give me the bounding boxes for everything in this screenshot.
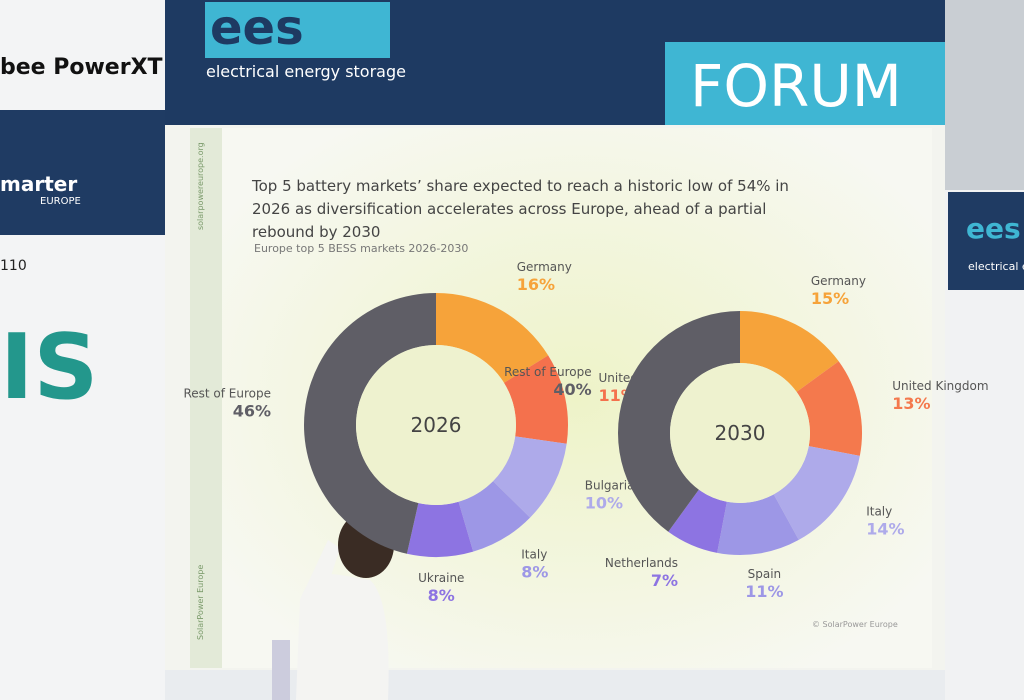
slide-sidebar bbox=[190, 128, 222, 668]
glass bbox=[272, 640, 290, 700]
donut-slice bbox=[406, 501, 474, 557]
center-label: 2026 bbox=[411, 413, 462, 437]
donut-slice bbox=[717, 494, 799, 555]
donut-slice bbox=[458, 481, 531, 552]
side-logo: ees bbox=[966, 212, 1021, 245]
slice-label: United Kingdom bbox=[892, 379, 988, 393]
donut-slice bbox=[773, 446, 860, 540]
booth-number: 110 bbox=[0, 258, 27, 274]
slice-value: 46% bbox=[233, 402, 271, 421]
slice-value: 10% bbox=[585, 494, 623, 513]
slice-value: 14% bbox=[866, 520, 904, 539]
slice-value: 11% bbox=[745, 582, 783, 601]
logo: ees bbox=[210, 0, 304, 56]
booth-brand-sub: EUROPE bbox=[40, 196, 81, 207]
person-arm bbox=[300, 540, 340, 610]
slice-label: Rest of Europe bbox=[183, 387, 271, 401]
donut-slice bbox=[503, 355, 569, 444]
credit: © SolarPower Europe bbox=[812, 620, 898, 629]
side-tagline: electrical ener bbox=[968, 260, 1024, 273]
slice-label: Germany bbox=[811, 274, 866, 288]
slice-label: Italy bbox=[521, 547, 547, 561]
slice-label: Bulgaria bbox=[585, 479, 635, 493]
slice-value: 16% bbox=[517, 275, 555, 294]
donut-hole bbox=[670, 363, 810, 503]
donut-slice bbox=[668, 489, 727, 553]
slice-label: Germany bbox=[517, 260, 572, 274]
donut-slice bbox=[493, 436, 567, 518]
tagline: electrical energy storage bbox=[206, 62, 406, 81]
slice-label: Spain bbox=[748, 567, 782, 581]
slice-value: 15% bbox=[811, 289, 849, 308]
slide-title: Top 5 battery markets’ share expected to… bbox=[252, 177, 789, 241]
slide-subtitle: Europe top 5 BESS markets 2026-2030 bbox=[254, 242, 469, 255]
right-panel bbox=[948, 192, 1024, 290]
forum: FORUM bbox=[690, 52, 902, 120]
logo-box bbox=[205, 2, 390, 58]
booth-brand: bee PowerXT bbox=[0, 55, 163, 80]
ceiling bbox=[945, 0, 1024, 190]
slice-label: Italy bbox=[866, 505, 892, 519]
forum-box bbox=[665, 42, 945, 140]
slice-value: 7% bbox=[651, 571, 678, 590]
center-label: 2030 bbox=[715, 421, 766, 445]
booth-letters: IS bbox=[0, 315, 99, 420]
donut-slice bbox=[618, 311, 740, 532]
slice-value: 8% bbox=[428, 586, 455, 605]
slice-label: Netherlands bbox=[605, 556, 678, 570]
donut-slice bbox=[304, 293, 436, 554]
slice-label: Ukraine bbox=[418, 571, 464, 585]
donut-slice bbox=[740, 311, 839, 392]
slice-value: 40% bbox=[553, 380, 591, 399]
slice-value: 13% bbox=[892, 394, 930, 413]
donut-hole bbox=[356, 345, 516, 505]
left-panel bbox=[0, 110, 165, 235]
donut-slice bbox=[436, 293, 549, 383]
slice-label: Rest of Europe bbox=[504, 365, 592, 379]
booth-brand: marter bbox=[0, 172, 78, 196]
donut-slice bbox=[796, 361, 862, 456]
slice-value: 8% bbox=[521, 562, 548, 581]
